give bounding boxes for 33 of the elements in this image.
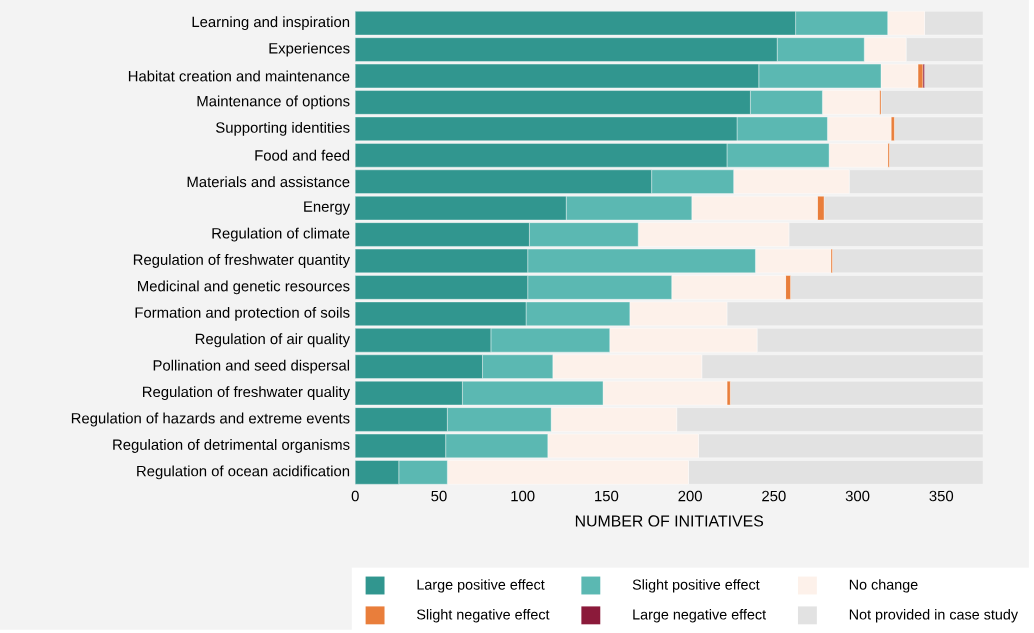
y-tick-label: Food and feed <box>255 149 350 161</box>
x-axis-title: NUMBER OF INITIATIVES <box>575 515 764 527</box>
y-tick-label: Pollination and seed dispersal <box>153 359 350 374</box>
y-tick-label: Medicinal and genetic resources <box>138 280 350 295</box>
x-tick-label: 0 <box>351 490 359 502</box>
y-tick-label: Regulation of freshwater quantity <box>133 253 351 268</box>
y-tick-label: Regulation of freshwater quality <box>143 386 351 400</box>
y-tick-label: Regulation of detrimental organisms <box>113 438 350 453</box>
y-tick-label: Energy <box>304 201 351 215</box>
legend-label: Large negative effect <box>633 608 766 623</box>
y-tick-label: Regulation of climate <box>212 227 350 242</box>
y-tick-label: Experiences <box>269 42 350 57</box>
y-tick-label: Regulation of hazards and extreme events <box>71 412 350 427</box>
legend-label: Slight negative effect <box>417 608 550 623</box>
x-tick-label: 350 <box>929 490 954 502</box>
x-tick-label: 200 <box>678 490 702 502</box>
x-tick-label: 150 <box>595 490 619 502</box>
y-tick-label: Regulation of air quality <box>195 333 351 348</box>
x-tick-label: 300 <box>845 490 870 502</box>
x-tick-label: 50 <box>431 490 447 502</box>
y-tick-label: Formation and protection of soils <box>135 306 350 321</box>
x-tick-label: 250 <box>762 490 786 502</box>
legend-label: No change <box>849 579 918 593</box>
y-tick-label: Learning and inspiration <box>192 16 350 30</box>
y-tick-label: Materials and assistance <box>187 176 350 188</box>
y-tick-label: Regulation of ocean acidification <box>137 465 350 480</box>
y-tick-label: Habitat creation and maintenance <box>128 70 350 82</box>
x-tick-label: 100 <box>511 490 535 502</box>
legend-label: Slight positive effect <box>632 579 760 593</box>
legend-label: Large positive effect <box>417 579 545 593</box>
y-tick-label: Supporting identities <box>216 121 350 136</box>
y-tick-label: Maintenance of options <box>197 95 350 110</box>
legend-label: Not provided in case study <box>849 608 1019 623</box>
